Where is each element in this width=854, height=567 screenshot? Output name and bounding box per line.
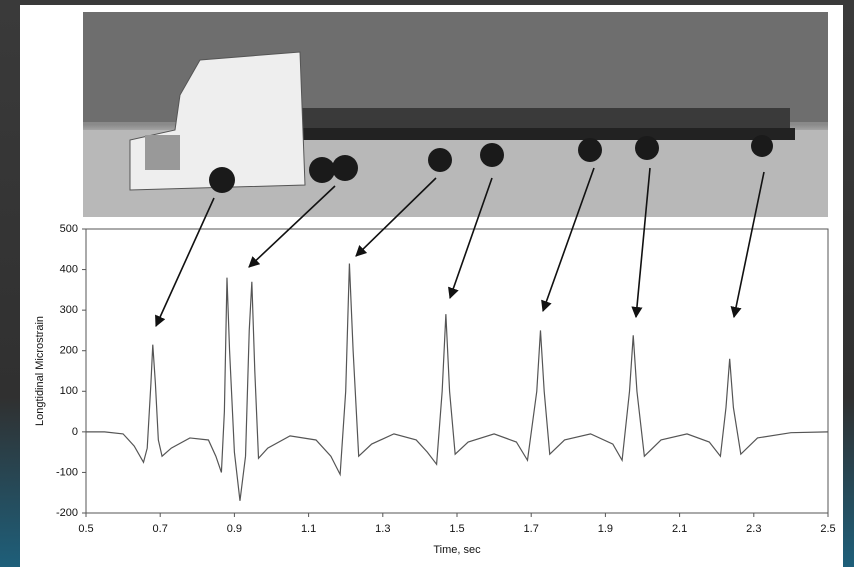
- x-tick-label: 2.5: [820, 523, 835, 535]
- x-tick-label: 1.1: [301, 523, 316, 535]
- y-tick-label: 100: [60, 385, 78, 397]
- x-tick-label: 1.9: [598, 523, 613, 535]
- x-tick-label: 1.7: [524, 523, 539, 535]
- y-tick-label: 200: [60, 345, 78, 357]
- y-tick-label: 400: [60, 263, 78, 275]
- y-tick-label: 0: [72, 426, 78, 438]
- screenshot: -200 -100 0 100 200 300 400 500 0.5 0.7 0.9 1.1 1.3 1…: [0, 0, 854, 567]
- y-tick-label: -200: [56, 507, 78, 519]
- x-tick-label: 2.1: [672, 523, 687, 535]
- x-tick-label: 1.5: [449, 523, 464, 535]
- x-tick-label: 1.3: [375, 523, 390, 535]
- y-tick-label: -100: [56, 466, 78, 478]
- y-tick-label: 500: [60, 223, 78, 235]
- truck-photo: [83, 12, 828, 217]
- x-tick-label: 2.3: [746, 523, 761, 535]
- x-tick-label: 0.5: [78, 523, 93, 535]
- y-tick-label: 300: [60, 304, 78, 316]
- y-axis-title: Longtidinal Microstrain: [34, 316, 46, 426]
- x-axis-title: Time, sec: [433, 544, 481, 556]
- x-tick-label: 0.7: [153, 523, 168, 535]
- x-tick-label: 0.9: [227, 523, 242, 535]
